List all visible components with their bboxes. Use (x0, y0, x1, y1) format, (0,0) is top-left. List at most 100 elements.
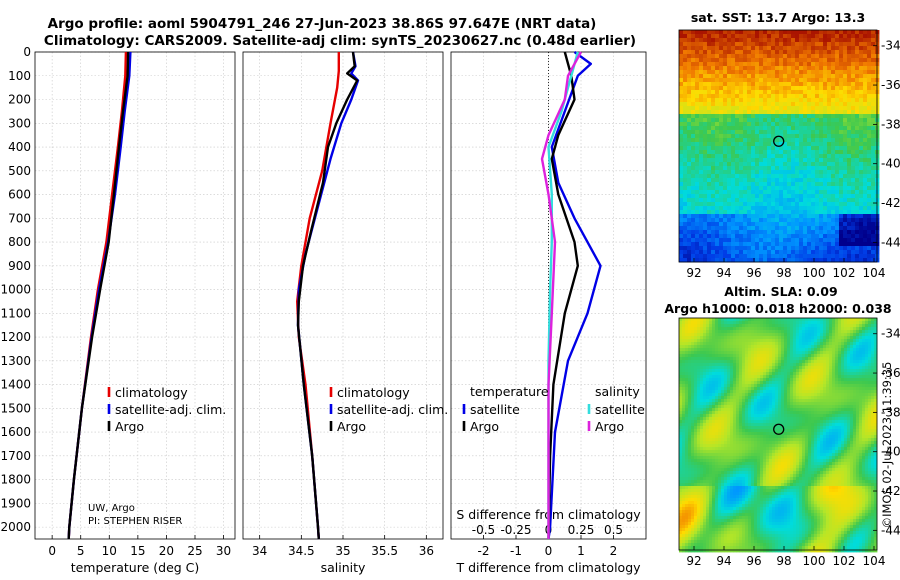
map-cell (687, 34, 692, 39)
map-cell (859, 70, 864, 75)
map-cell (709, 372, 713, 376)
map-cell (723, 210, 728, 215)
map-cell (755, 202, 760, 207)
map-cell (707, 46, 712, 51)
map-cell (685, 381, 689, 385)
map-cell (874, 387, 878, 391)
map-cell (855, 126, 860, 131)
map-cell (831, 190, 836, 195)
map-cell (688, 369, 692, 373)
map-cell (739, 110, 744, 115)
map-cell (763, 372, 767, 376)
map-cell (724, 384, 728, 388)
map-cell (838, 381, 842, 385)
map-cell (751, 110, 756, 115)
map-cell (715, 98, 720, 103)
map-cell (759, 234, 764, 239)
map-cell (826, 318, 830, 322)
map-cell (863, 110, 868, 115)
map-cell (831, 142, 836, 147)
map-cell (727, 238, 732, 243)
map-cell (767, 30, 772, 35)
map-cell (747, 170, 752, 175)
map-cell (707, 70, 712, 75)
map-cell (731, 102, 736, 107)
map-cell (796, 363, 800, 367)
map-cell (831, 166, 836, 171)
map-cell (742, 354, 746, 358)
map-cell (799, 345, 803, 349)
map-cell (751, 363, 755, 367)
map-cell (759, 102, 764, 107)
map-cell (739, 250, 744, 255)
map-cell (791, 62, 796, 67)
map-cell (796, 396, 800, 400)
map-cell (835, 70, 840, 75)
map-cell (835, 166, 840, 171)
map-cell (739, 345, 743, 349)
map-cell (787, 327, 791, 331)
map-cell (811, 130, 816, 135)
map-cell (790, 330, 794, 334)
map-cell (687, 154, 692, 159)
map-cell (868, 345, 872, 349)
map-cell (867, 138, 872, 143)
map-cell (703, 174, 708, 179)
map-cell (827, 174, 832, 179)
map-cell (867, 174, 872, 179)
map-cell (853, 393, 857, 397)
map-cell (703, 102, 708, 107)
map-cell (811, 58, 816, 63)
map-cell (755, 66, 760, 71)
map-cell (811, 78, 816, 83)
map-cell (748, 336, 752, 340)
map-cell (787, 222, 792, 227)
map-cell (715, 360, 719, 364)
map-cell (763, 378, 767, 382)
map-cell (835, 38, 840, 43)
map-cell (703, 170, 708, 175)
map-cell (814, 318, 818, 322)
map-cell (735, 170, 740, 175)
map-cell (679, 90, 684, 95)
map-cell (787, 114, 792, 119)
map-cell (819, 30, 824, 35)
map-cell (775, 146, 780, 151)
map-cell (759, 46, 764, 51)
map-cell (759, 66, 764, 71)
map-cell (843, 102, 848, 107)
map-cell (814, 366, 818, 370)
map-cell (811, 330, 815, 334)
map-cell (778, 372, 782, 376)
map-cell (695, 38, 700, 43)
map-cell (814, 321, 818, 325)
map-cell (775, 381, 779, 385)
map-cell (739, 178, 744, 183)
map-cell (781, 360, 785, 364)
map-cell (727, 206, 732, 211)
map-cell (795, 34, 800, 39)
map-cell (695, 66, 700, 71)
map-cell (754, 384, 758, 388)
map-cell (803, 50, 808, 55)
map-cell (865, 372, 869, 376)
map-cell (736, 387, 740, 391)
map-cell (829, 375, 833, 379)
map-cell (703, 110, 708, 115)
map-cell (855, 198, 860, 203)
map-cell (823, 378, 827, 382)
map-cell (827, 86, 832, 91)
map-cell (751, 142, 756, 147)
map-cell (855, 254, 860, 259)
map-cell (863, 130, 868, 135)
map-cell (685, 378, 689, 382)
map-cell (839, 162, 844, 167)
map-cell (747, 210, 752, 215)
map-cell (715, 390, 719, 394)
map-cell (730, 387, 734, 391)
map-cell (863, 58, 868, 63)
map-cell (759, 182, 764, 187)
map-cell (783, 58, 788, 63)
map-cell (715, 242, 720, 247)
map-cell (851, 242, 856, 247)
